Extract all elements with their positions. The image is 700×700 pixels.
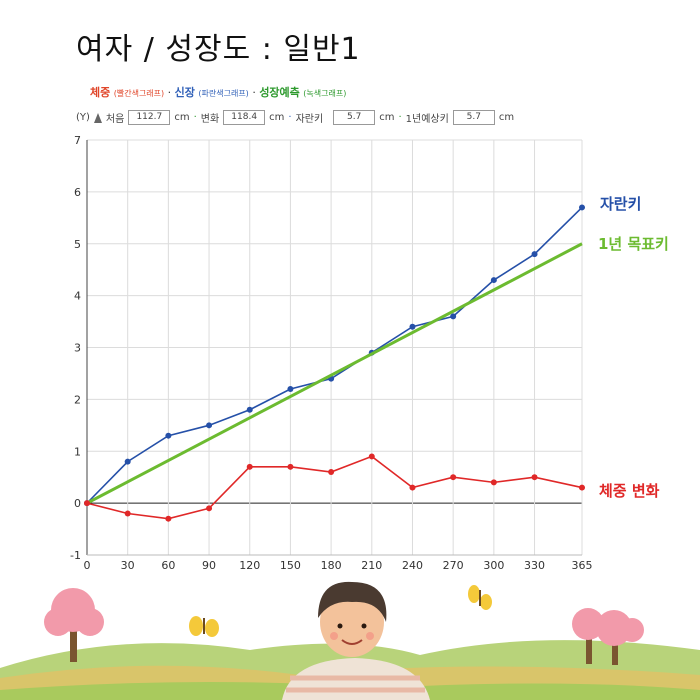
series-line-1: [86, 242, 583, 505]
chart-series: [84, 204, 585, 522]
x-tick-label: 150: [280, 559, 301, 572]
y-tick-label: 0: [74, 497, 81, 510]
series-label-target: 1년 목표키: [598, 235, 669, 253]
data-point: [246, 406, 253, 413]
start-unit: cm: [174, 112, 190, 123]
data-point: [165, 515, 172, 522]
series-line-0: [86, 206, 583, 504]
data-point: [579, 484, 585, 491]
x-tick-label: 120: [239, 559, 260, 572]
start-label: 처음: [105, 114, 125, 125]
butterfly-icon: [468, 585, 492, 610]
data-point: [328, 469, 335, 475]
data-point: [450, 313, 457, 320]
data-point: [206, 505, 213, 512]
x-tick-label: 210: [361, 559, 382, 572]
data-point: [287, 463, 294, 470]
data-point: [368, 453, 375, 460]
data-point: [531, 474, 538, 481]
data-point: [124, 458, 131, 465]
legend: 체중 (빨간색그래프) · 신장 (파란색그래프) · 성장예측 (녹색그래프): [90, 84, 346, 100]
chart-axes: [86, 140, 582, 556]
y-tick-label: 5: [74, 238, 81, 251]
grow-height-field[interactable]: 5.7: [333, 110, 376, 125]
change-label: 변화: [200, 114, 220, 125]
bullet-icon: ·: [288, 112, 292, 123]
y-tick-label: 4: [74, 290, 81, 303]
data-point: [287, 386, 294, 392]
grow-label: 자란키: [295, 114, 324, 125]
data-point: [490, 277, 497, 284]
data-point: [531, 251, 538, 258]
height-inputs-row: (Y) 처음 112.7 cm · 변화 118.4 cm · 자란키 5.7 …: [76, 110, 514, 125]
x-tick-label: 300: [483, 559, 504, 572]
data-point: [165, 432, 172, 439]
expect-label: 1년예상키: [405, 114, 449, 125]
data-point: [490, 479, 497, 486]
series-label-weight: 체중 변화: [599, 482, 660, 500]
y-tick-label: -1: [70, 549, 81, 562]
data-point: [124, 510, 131, 517]
bullet-icon: ·: [193, 112, 197, 123]
legend-separator: ·: [252, 86, 256, 99]
start-height-field[interactable]: 112.7: [128, 110, 171, 125]
legend-separator: ·: [167, 86, 172, 99]
expect-height-field[interactable]: 5.7: [452, 110, 495, 125]
bullet-icon: ·: [398, 112, 402, 123]
data-point: [409, 484, 416, 491]
legend-predict-note: (녹색그래프): [303, 89, 347, 98]
child-character: [282, 581, 430, 700]
change-height-field[interactable]: 118.4: [223, 110, 266, 125]
tree-icon: [44, 588, 104, 662]
data-point: [84, 500, 90, 507]
y-tick-label: 7: [74, 134, 81, 147]
y-axis-label: (Y): [76, 112, 90, 123]
y-tick-label: 2: [74, 393, 81, 406]
data-point: [450, 474, 457, 481]
y-tick-label: 6: [74, 186, 81, 199]
x-tick-label: 30: [121, 559, 135, 572]
butterfly-icon: [189, 616, 219, 637]
arrow-up-icon: [93, 112, 102, 123]
change-unit: cm: [269, 112, 285, 123]
data-point: [409, 323, 416, 330]
x-tick-label: 270: [443, 559, 464, 572]
expect-unit: cm: [498, 112, 515, 123]
legend-height: 신장: [174, 86, 195, 99]
x-tick-label: 90: [202, 559, 216, 572]
x-tick-label: 60: [161, 559, 175, 572]
x-tick-label: 330: [524, 559, 545, 572]
series-label-height: 자란키: [600, 195, 642, 213]
x-tick-label: 0: [84, 559, 91, 572]
legend-weight-note: (빨간색그래프): [113, 89, 165, 98]
x-tick-label: 180: [321, 559, 342, 572]
x-tick-label: 240: [402, 559, 423, 572]
bottom-illustration: [0, 581, 700, 700]
tree-icon: [572, 608, 644, 665]
legend-weight: 체중: [90, 86, 111, 99]
grow-unit: cm: [379, 112, 395, 123]
data-point: [579, 204, 585, 211]
x-tick-label: 365: [572, 559, 593, 572]
legend-predict: 성장예측: [259, 86, 300, 99]
legend-height-note: (파란색그래프): [198, 89, 249, 98]
y-tick-label: 1: [74, 445, 81, 458]
data-point: [206, 422, 213, 429]
data-point: [246, 463, 253, 470]
y-tick-label: 3: [74, 342, 81, 355]
chart-grid: [86, 139, 583, 556]
page-title: 여자 / 성장도 : 일반1: [76, 32, 361, 67]
